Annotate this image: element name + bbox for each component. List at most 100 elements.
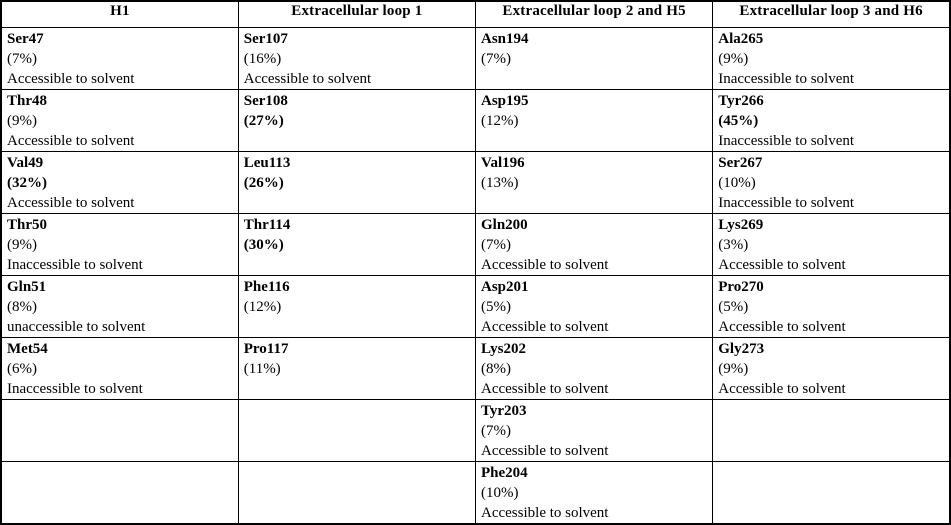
residue-name: Phe116 — [243, 278, 290, 295]
residue-accessibility: Inaccessible to solvent — [718, 70, 855, 87]
table-cell-gly273: Gly273 (9%) Accessible to solvent — [712, 336, 951, 400]
residue-accessibility: Accessible to solvent — [718, 318, 846, 335]
table-cell-gln200: Gln200 (7%) Accessible to solvent — [474, 212, 714, 276]
residue-percent: (7%) — [481, 50, 511, 67]
residue-accessibility — [481, 193, 707, 213]
header-cell-extracellular-loop-1: Extracellular loop 1 — [237, 0, 477, 28]
table-cell-empty — [237, 460, 477, 524]
table-cell-tyr266: Tyr266 (45%) Inaccessible to solvent — [712, 88, 951, 152]
table-cell-ser47: Ser47 (7%) Accessible to solvent — [0, 26, 239, 90]
table-cell-pro117: Pro117 (11%) — [237, 336, 477, 400]
residue-accessibility — [481, 69, 707, 89]
table-cell-ala265: Ala265 (9%) Inaccessible to solvent — [712, 26, 951, 90]
residue-accessibility: Accessible to solvent — [7, 132, 135, 149]
table-cell-ser267: Ser267 (10%) Inaccessible to solvent — [712, 150, 951, 214]
table-row: Ser47 (7%) Accessible to solvent Ser107 (16%… — [0, 26, 951, 90]
residue-percent: (7%) — [481, 422, 511, 439]
residue-name: Asp201 — [481, 278, 529, 295]
table-cell-tyr203: Tyr203 (7%) Accessible to solvent — [474, 398, 714, 462]
residue-percent: (26%) — [243, 174, 284, 191]
header-cell-extracellular-loop-2-h5: Extracellular loop 2 and H5 — [474, 0, 714, 28]
table-cell-lys202: Lys202 (8%) Accessible to solvent — [474, 336, 714, 400]
table-cell-empty — [0, 460, 239, 524]
residue-name: Val196 — [481, 154, 525, 171]
residue-accessibility — [244, 255, 470, 275]
residue-accessibility: Inaccessible to solvent — [718, 194, 855, 211]
table-cell-empty — [712, 398, 951, 462]
residue-name: Ser267 — [718, 154, 763, 171]
residue-accessibility: Accessible to solvent — [718, 380, 846, 397]
residue-name: Asp195 — [481, 92, 529, 109]
residue-name: Tyr203 — [481, 402, 527, 419]
residue-percent: (27%) — [243, 112, 284, 129]
residue-percent: (9%) — [7, 236, 37, 253]
residue-percent: (45%) — [718, 112, 759, 129]
header-cell-extracellular-loop-3-h6: Extracellular loop 3 and H6 — [712, 0, 951, 28]
table-cell-leu113: Leu113 (26%) — [237, 150, 477, 214]
residue-name: Tyr266 — [718, 92, 764, 109]
table-row: Met54 (6%) Inaccessible to solvent Pro117 (1… — [0, 336, 951, 400]
residue-percent: (30%) — [243, 236, 284, 253]
residue-accessibility — [244, 317, 470, 337]
table-body: Ser47 (7%) Accessible to solvent Ser107 (16%… — [0, 26, 951, 524]
residue-name: Ser108 — [243, 92, 288, 109]
table-cell-phe204: Phe204 (10%) Accessible to solvent — [474, 460, 714, 524]
table-row: Gln51 (8%) unaccessible to solvent Phe116 (1… — [0, 274, 951, 338]
residue-percent: (7%) — [481, 236, 511, 253]
residue-percent: (9%) — [718, 50, 749, 67]
table-cell-gln51: Gln51 (8%) unaccessible to solvent — [0, 274, 239, 338]
residue-accessibility: Accessible to solvent — [718, 256, 846, 273]
residue-percent: (8%) — [7, 298, 37, 315]
residue-name: Gln51 — [7, 278, 47, 295]
residue-accessibility — [244, 131, 470, 151]
residue-accessibility: Inaccessible to solvent — [718, 132, 855, 149]
residue-accessibility — [244, 193, 470, 213]
residue-accessibility: Accessible to solvent — [243, 70, 372, 87]
residue-accessibility: Accessible to solvent — [7, 194, 135, 211]
table-row: Val49 (32%) Accessible to solvent Leu113 (26… — [0, 150, 951, 214]
table-cell-met54: Met54 (6%) Inaccessible to solvent — [0, 336, 239, 400]
residue-percent: (10%) — [481, 484, 519, 501]
residue-percent: (5%) — [718, 298, 749, 315]
table-row: Phe204 (10%) Accessible to solvent — [0, 460, 951, 524]
residue-accessibility: Accessible to solvent — [481, 504, 609, 521]
residue-name: Gly273 — [718, 340, 765, 357]
table-cell-ser107: Ser107 (16%) Accessible to solvent — [237, 26, 477, 90]
table-cell-phe116: Phe116 (12%) — [237, 274, 477, 338]
residue-percent: (16%) — [243, 50, 282, 67]
table-cell-asn194: Asn194 (7%) — [474, 26, 714, 90]
table-row: Tyr203 (7%) Accessible to solvent — [0, 398, 951, 462]
residue-percent: (3%) — [718, 236, 749, 253]
residue-name: Thr48 — [7, 92, 48, 109]
table-cell-thr50: Thr50 (9%) Inaccessible to solvent — [0, 212, 239, 276]
table-cell-ser108: Ser108 (27%) — [237, 88, 477, 152]
residue-accessibility: Inaccessible to solvent — [7, 256, 143, 273]
residue-name: Pro117 — [243, 340, 289, 357]
residue-name: Ser47 — [7, 30, 44, 47]
table-header: H1 Extracellular loop 1 Extracellular lo… — [0, 0, 951, 28]
residue-percent: (6%) — [7, 360, 37, 377]
header-row: H1 Extracellular loop 1 Extracellular lo… — [0, 0, 951, 28]
residue-name: Thr50 — [7, 216, 48, 233]
residue-accessibility — [244, 379, 470, 399]
residue-accessibility: unaccessible to solvent — [7, 318, 146, 335]
residue-name: Phe204 — [481, 464, 528, 481]
residue-percent: (7%) — [7, 50, 37, 67]
residue-accessibility: Accessible to solvent — [7, 70, 135, 87]
residue-name: Pro270 — [718, 278, 764, 295]
table-cell-empty — [237, 398, 477, 462]
residue-name: Gln200 — [481, 216, 528, 233]
table-row: Thr48 (9%) Accessible to solvent Ser108 (27%… — [0, 88, 951, 152]
residue-percent: (5%) — [481, 298, 511, 315]
residue-percent: (12%) — [481, 112, 519, 129]
residue-percent: (8%) — [481, 360, 511, 377]
table-cell-lys269: Lys269 (3%) Accessible to solvent — [712, 212, 951, 276]
table-cell-empty — [712, 460, 951, 524]
residue-accessibility: Accessible to solvent — [481, 318, 609, 335]
table-cell-val196: Val196 (13%) — [474, 150, 714, 214]
residue-percent: (9%) — [718, 360, 749, 377]
residue-name: Val49 — [7, 154, 44, 171]
residue-name: Ser107 — [243, 30, 288, 47]
